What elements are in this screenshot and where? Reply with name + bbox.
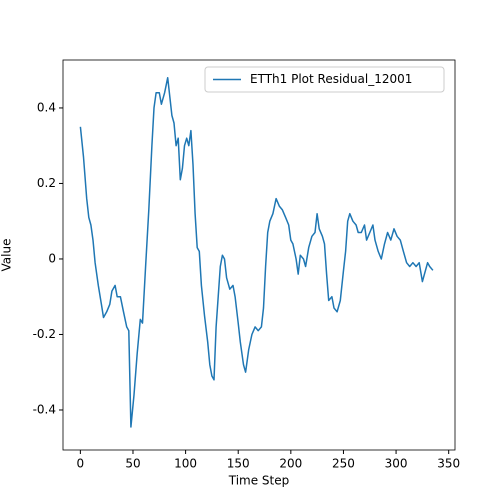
x-tick-label: 300 bbox=[385, 457, 408, 471]
legend-box bbox=[204, 66, 445, 93]
x-tick-label: 50 bbox=[125, 457, 140, 471]
plot-frame bbox=[62, 59, 456, 451]
x-tick-label: 350 bbox=[437, 457, 460, 471]
y-tick-label: -0.2 bbox=[33, 327, 56, 341]
x-tick-label: 200 bbox=[279, 457, 302, 471]
legend-label: ETTh1 Plot Residual_12001 bbox=[250, 72, 412, 86]
y-tick-label: 0 bbox=[48, 251, 56, 265]
y-tick-label: -0.4 bbox=[33, 402, 56, 416]
x-tick-label: 150 bbox=[227, 457, 250, 471]
x-tick-label: 0 bbox=[77, 457, 85, 471]
x-axis-label: Time Step bbox=[228, 474, 290, 488]
x-tick-label: 100 bbox=[174, 457, 197, 471]
y-tick-label: 0.2 bbox=[37, 176, 56, 190]
line-series bbox=[79, 76, 434, 428]
y-axis-label: Value bbox=[0, 239, 14, 272]
y-tick-label: 0.4 bbox=[37, 100, 56, 114]
x-tick-label: 250 bbox=[332, 457, 355, 471]
